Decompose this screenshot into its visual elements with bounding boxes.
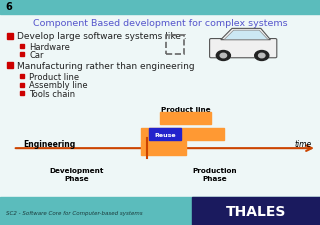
Text: Car: Car: [29, 51, 44, 60]
Text: THALES: THALES: [226, 205, 286, 218]
Text: Product line: Product line: [161, 106, 211, 112]
Bar: [160, 112, 211, 125]
Text: Manufacturing rather than engineering: Manufacturing rather than engineering: [17, 62, 194, 71]
Text: Hardware: Hardware: [29, 42, 70, 51]
Text: SC2 - Software Core for Computer-based systems: SC2 - Software Core for Computer-based s…: [6, 210, 143, 215]
FancyBboxPatch shape: [210, 39, 277, 58]
Circle shape: [259, 54, 265, 58]
Circle shape: [220, 54, 227, 58]
Text: Develop large software systems like :: Develop large software systems like :: [17, 32, 186, 41]
Text: Component Based development for complex systems: Component Based development for complex …: [33, 19, 287, 28]
Circle shape: [255, 51, 269, 61]
Bar: [141, 142, 186, 155]
Polygon shape: [224, 31, 268, 40]
Text: Assembly line: Assembly line: [29, 81, 88, 90]
Bar: [166, 36, 184, 55]
Text: Tools chain: Tools chain: [29, 90, 76, 99]
Text: Production
Phase: Production Phase: [192, 167, 237, 181]
Bar: [149, 128, 181, 141]
Text: 6: 6: [6, 2, 12, 12]
Text: Development
Phase: Development Phase: [50, 167, 104, 181]
Text: Reuse: Reuse: [154, 132, 176, 137]
Bar: [141, 128, 224, 141]
Polygon shape: [221, 29, 270, 40]
Text: Engineering: Engineering: [23, 140, 76, 148]
Circle shape: [216, 51, 230, 61]
Bar: [0, 0, 320, 15]
Text: Product line: Product line: [29, 72, 80, 81]
Text: time: time: [295, 140, 312, 148]
Bar: [0, 197, 320, 225]
Bar: [192, 197, 320, 225]
